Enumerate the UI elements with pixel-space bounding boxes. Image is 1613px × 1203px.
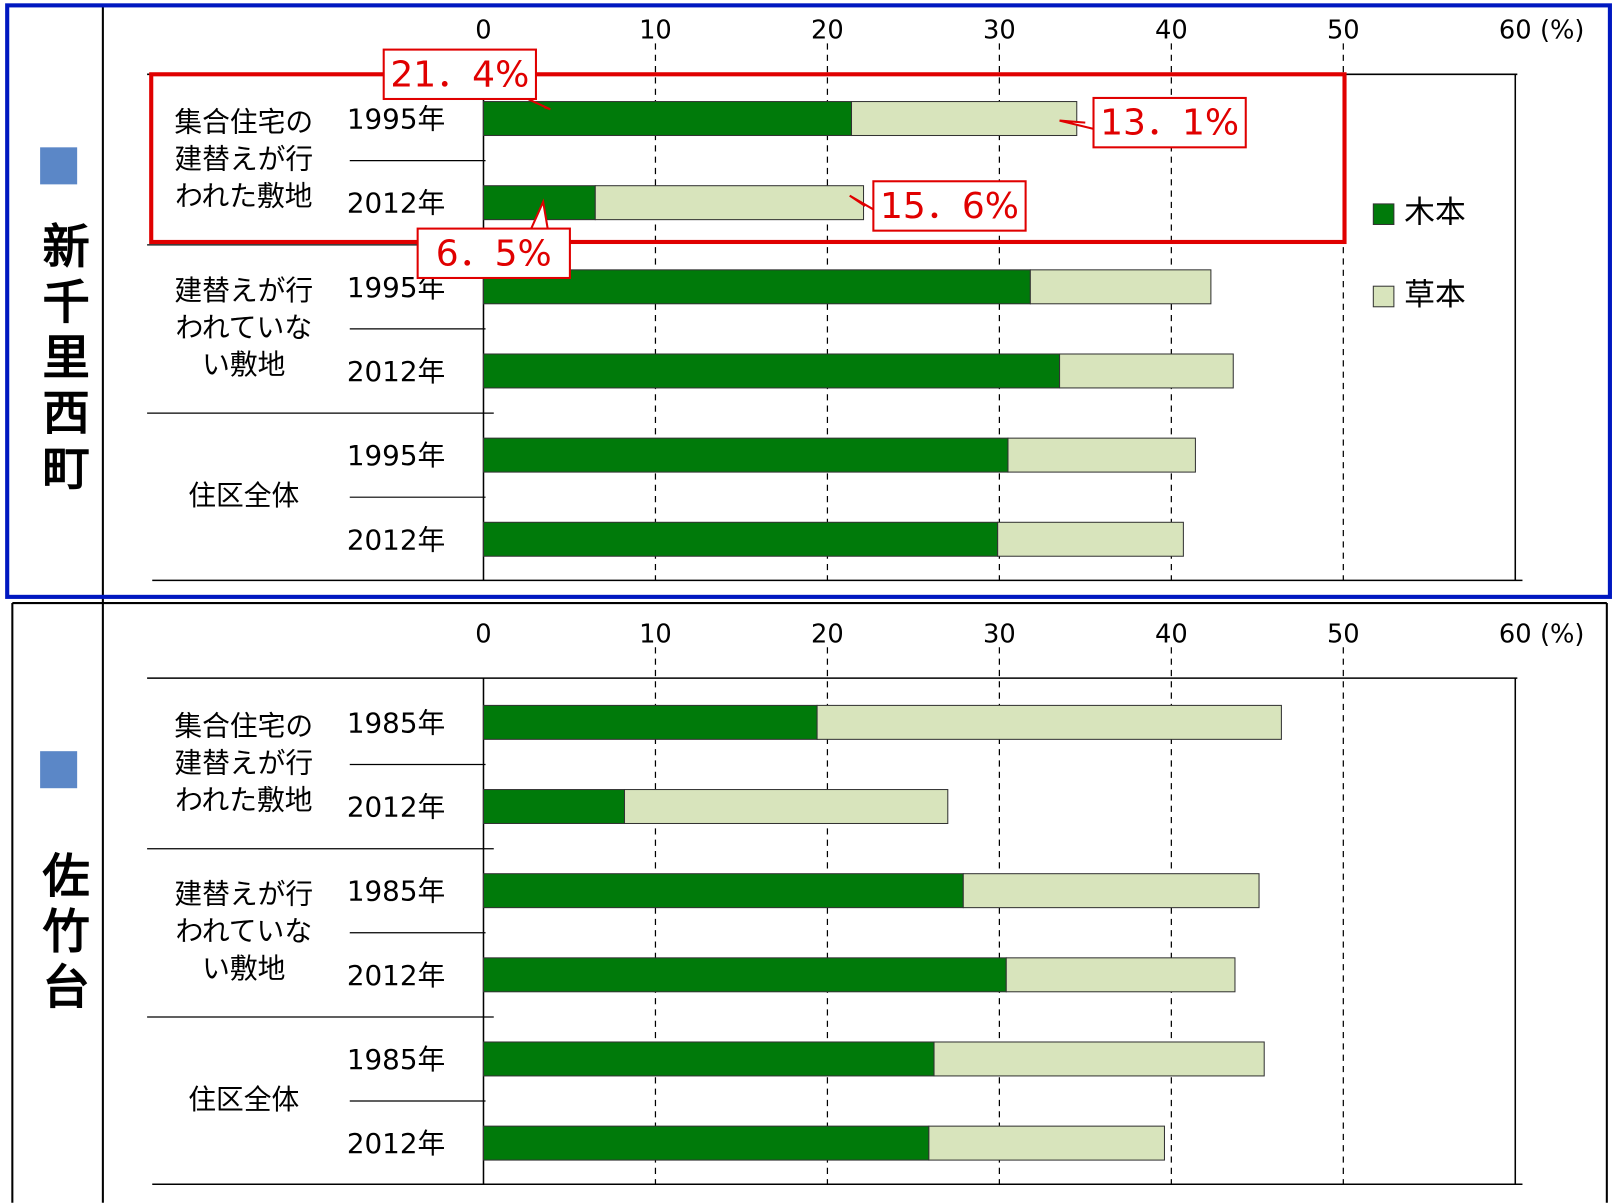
callout-box: [872, 180, 1027, 232]
data-label: 15．6%: [880, 186, 1019, 227]
side-marker: [40, 147, 78, 185]
x-tick-label: 40: [1155, 619, 1188, 649]
bar-segment: [1007, 437, 1196, 473]
x-tick-label: 60: [1499, 619, 1532, 649]
bar-segment: [482, 704, 818, 740]
group-label: われた敷地: [175, 783, 312, 816]
x-tick-label: 30: [983, 619, 1016, 649]
bar-segment: [816, 704, 1282, 740]
callout-box: [416, 227, 571, 280]
group-label: 建替えが行: [174, 274, 313, 307]
group-label: われた敷地: [175, 180, 312, 213]
bar-segment: [1029, 269, 1212, 305]
x-tick-label: 20: [811, 16, 844, 46]
callout-pointer: [530, 198, 549, 230]
x-unit: (%): [1540, 16, 1584, 46]
callout-pointer: [527, 98, 551, 111]
side-title: 佐竹台: [34, 851, 91, 1018]
y-tick-label: 1985年: [347, 706, 445, 739]
group-label: 建替えが行: [174, 143, 313, 176]
group-label: 住区全体: [188, 1083, 299, 1116]
bar-segment: [482, 353, 1061, 389]
bar-segment: [482, 789, 626, 825]
y-tick-label: 1995年: [347, 439, 445, 472]
x-tick-label: 10: [639, 16, 672, 46]
x-tick-label: 50: [1327, 619, 1360, 649]
highlight-frame: [5, 3, 1612, 599]
x-tick-label: 20: [811, 619, 844, 649]
bar-segment: [623, 789, 949, 825]
legend-swatch: [1372, 203, 1395, 225]
x-tick-label: 30: [983, 16, 1016, 46]
bar-segment: [933, 1041, 1265, 1077]
group-label: 建替えが行: [174, 878, 313, 911]
y-tick-label: 2012年: [347, 187, 445, 220]
group-label: い敷地: [202, 348, 285, 381]
group-label: 集合住宅の: [174, 106, 313, 139]
bar-segment: [962, 873, 1260, 909]
group-label: われていな: [175, 915, 312, 948]
legend-label: 草本: [1404, 277, 1466, 313]
data-label: 6．5%: [436, 233, 552, 274]
legend-label: 木本: [1404, 195, 1466, 231]
bar-segment: [482, 521, 999, 557]
y-tick-label: 2012年: [347, 355, 445, 388]
group-label: い敷地: [202, 952, 285, 985]
y-tick-label: 2012年: [347, 523, 445, 556]
bar-segment: [482, 1041, 935, 1077]
x-tick-label: 0: [475, 619, 491, 649]
x-tick-label: 40: [1155, 16, 1188, 46]
highlight-box: [149, 72, 1347, 245]
bar-segment: [1005, 957, 1236, 993]
bar-segment: [997, 521, 1184, 557]
callout-pointer: [1059, 119, 1102, 132]
y-tick-label: 1995年: [347, 103, 445, 136]
bar-segment: [594, 185, 865, 221]
bar-segment: [850, 101, 1078, 137]
bar-segment: [482, 957, 1007, 993]
group-label: 建替えが行: [174, 746, 313, 779]
side-title: 新千里西町: [34, 221, 90, 499]
callout-box: [382, 48, 537, 101]
legend-swatch: [1372, 285, 1395, 308]
group-label: 住区全体: [188, 479, 299, 512]
y-tick-label: 1985年: [347, 875, 445, 908]
x-unit: (%): [1540, 619, 1584, 649]
data-label: 21．4%: [390, 54, 529, 95]
data-label: 13．1%: [1100, 103, 1239, 144]
bar-segment: [482, 873, 964, 909]
y-tick-label: 2012年: [347, 959, 445, 992]
side-marker: [40, 751, 78, 789]
y-tick-label: 2012年: [347, 791, 445, 824]
bar-segment: [482, 1125, 930, 1161]
x-tick-label: 0: [475, 16, 491, 46]
x-tick-label: 10: [639, 619, 672, 649]
bar-segment: [928, 1125, 1165, 1161]
y-tick-label: 2012年: [347, 1127, 445, 1160]
group-label: 集合住宅の: [174, 709, 313, 742]
bar-segment: [482, 437, 1009, 473]
x-tick-label: 60: [1499, 16, 1532, 46]
x-tick-label: 50: [1327, 16, 1360, 46]
bar-segment: [482, 101, 853, 137]
bar-segment: [1059, 353, 1234, 389]
group-label: われていな: [175, 311, 312, 344]
callout-box: [1092, 96, 1247, 149]
y-tick-label: 1985年: [347, 1043, 445, 1076]
